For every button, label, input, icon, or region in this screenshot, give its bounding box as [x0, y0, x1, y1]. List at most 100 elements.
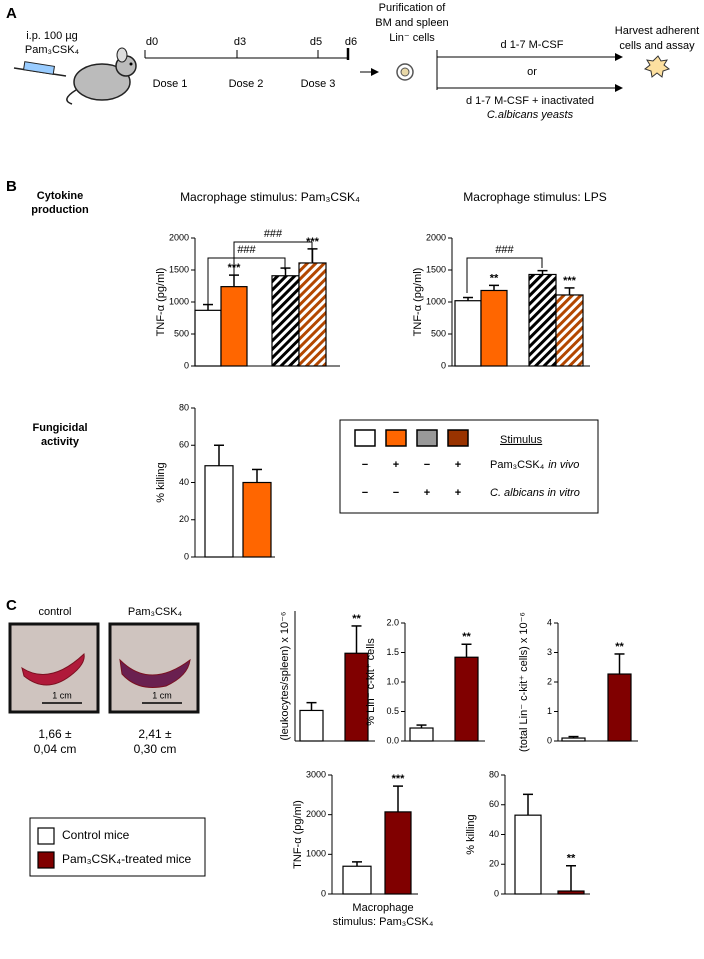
legend-swatch [37, 827, 55, 845]
purification-text: Purification of [379, 2, 447, 14]
bar [384, 811, 412, 895]
y-axis-label: TNF-α (pg/ml) [292, 800, 304, 869]
bar [220, 286, 248, 367]
bar [557, 890, 585, 895]
day-label: d0 [146, 36, 158, 48]
y-axis-label: % killing [465, 814, 477, 854]
y-tick-label: 60 [489, 799, 499, 809]
legend-sign: − [393, 487, 399, 499]
harvest-text: cells and assay [619, 40, 695, 52]
y-tick-label: 1000 [426, 296, 446, 306]
significance: ** [462, 631, 471, 643]
legend-swatch [447, 429, 469, 447]
spleen-length: 1,66 ± [38, 727, 72, 741]
macrophage-icon [643, 55, 671, 78]
legend-sign: − [424, 459, 430, 471]
legend-swatch [354, 429, 376, 447]
legend-sign: − [362, 487, 368, 499]
harvest-text: Harvest adherent [615, 25, 699, 37]
day-label: d5 [310, 36, 322, 48]
y-axis-label: % Lin⁻ c-kit⁺ cells [365, 638, 377, 726]
comparison-bracket [233, 241, 313, 285]
spleen [119, 658, 191, 688]
section-label: production [31, 204, 89, 216]
bar [194, 309, 222, 367]
scale-label: 1 cm [152, 690, 172, 700]
legend-box [29, 817, 206, 877]
y-tick-label: 0 [441, 360, 446, 370]
y-tick-label: 1500 [169, 264, 189, 274]
bar [607, 673, 632, 742]
panel-label: C [6, 597, 17, 614]
spleen-label: control [38, 606, 71, 618]
significance: *** [306, 236, 320, 248]
spleen [21, 653, 85, 686]
section-label: activity [41, 436, 80, 448]
bar [409, 727, 434, 742]
purification-text: BM and spleen [375, 17, 448, 29]
y-axis-label: % killing [155, 462, 167, 502]
comparison-bracket [466, 257, 543, 293]
y-tick-label: 40 [489, 829, 499, 839]
comparison-label: ### [495, 244, 514, 256]
x-axis-label: stimulus: Pam₃CSK₄ [333, 916, 434, 928]
significance: ** [490, 272, 499, 284]
y-tick-label: 3 [547, 647, 552, 657]
spleen-photo [108, 622, 200, 714]
section-label: Fungicidal [33, 422, 88, 434]
culture-text: C.albicans yeasts [487, 109, 574, 121]
dose-label: Dose 2 [229, 78, 264, 90]
legend-swatch [416, 429, 438, 447]
y-axis-label: TNF-α (pg/ml) [412, 268, 424, 337]
comparison-bracket [207, 257, 286, 305]
injection-text: Pam₃CSK₄ [25, 44, 80, 56]
legend-label: Pam₃CSK₄-treated mice [62, 852, 191, 866]
y-tick-label: 80 [489, 769, 499, 779]
x-axis-label: Macrophage [352, 902, 413, 914]
y-tick-label: 0 [547, 735, 552, 745]
y-tick-label: 0 [494, 888, 499, 898]
bar [528, 273, 557, 367]
legend-box [339, 419, 599, 514]
y-tick-label: 60 [179, 440, 189, 450]
y-tick-label: 2.0 [386, 617, 399, 627]
legend-swatch [385, 429, 407, 447]
chart-title: Macrophage stimulus: Pam₃CSK₄ [180, 190, 360, 204]
legend-row-label: C. albicans in vitro [490, 487, 580, 499]
bar [454, 300, 482, 367]
bar [454, 656, 479, 742]
significance: ** [567, 853, 576, 865]
y-tick-label: 500 [431, 328, 446, 338]
y-tick-label: 2000 [306, 809, 326, 819]
legend-row-qualifier: in vivo [548, 459, 579, 471]
culture-text: d 1-7 M-CSF + inactivated [466, 95, 594, 107]
legend-sign: + [393, 459, 399, 471]
bar [555, 294, 584, 367]
y-tick-label: 1.0 [386, 676, 399, 686]
dose-label: Dose 3 [301, 78, 336, 90]
y-tick-label: 40 [179, 477, 189, 487]
legend-sign: + [424, 487, 430, 499]
day-label: d6 [345, 36, 357, 48]
legend-label: Control mice [62, 828, 130, 842]
bar [480, 289, 508, 367]
y-axis-label: (leukocytes/spleen) x 10⁻⁶ [279, 612, 291, 741]
bar [299, 709, 324, 742]
legend-row-label: C. albicans in vitro [490, 487, 580, 499]
y-tick-label: 1000 [306, 849, 326, 859]
significance: ** [615, 641, 624, 653]
panel-label: B [6, 178, 17, 195]
significance: *** [563, 275, 577, 287]
spleen-length: 2,41 ± [138, 727, 172, 741]
culture-text: d 1-7 M-CSF [501, 39, 564, 51]
y-tick-label: 0.0 [386, 735, 399, 745]
bar [242, 481, 272, 558]
spleen-photo [8, 622, 100, 714]
dose-label: Dose 1 [153, 78, 188, 90]
bar [271, 275, 300, 367]
section-label: Cytokine [37, 190, 83, 202]
cell-tube-icon [396, 63, 414, 81]
legend-row-label: Pam₃CSK₄ [490, 459, 545, 471]
spleen-length: 0,04 cm [34, 742, 77, 756]
comparison-label: ### [264, 228, 283, 240]
